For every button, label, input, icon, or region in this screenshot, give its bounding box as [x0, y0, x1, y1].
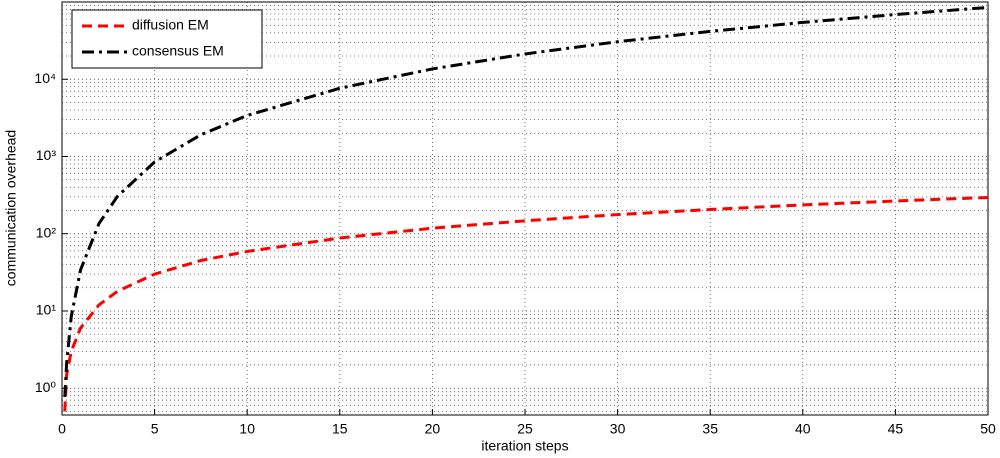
- x-tick-label: 40: [795, 421, 811, 437]
- x-axis-label: iteration steps: [481, 438, 568, 454]
- x-tick-label: 10: [239, 421, 255, 437]
- x-tick-label: 5: [151, 421, 159, 437]
- plot-frame: [61, 1, 989, 416]
- series-line: [63, 195, 988, 412]
- x-tick-label: 15: [332, 421, 348, 437]
- y-axis-label: communication overhead: [3, 130, 19, 286]
- legend-box: [71, 9, 263, 69]
- y-tick-label: 10³: [36, 147, 57, 163]
- y-tick-label: 10⁰: [35, 379, 57, 395]
- x-tick-label: 20: [425, 421, 441, 437]
- x-tick-label: 0: [58, 421, 66, 437]
- legend-label: consensus EM: [132, 43, 224, 59]
- x-tick-label: 25: [517, 421, 533, 437]
- x-tick-label: 35: [702, 421, 718, 437]
- y-tick-label: 10¹: [36, 302, 57, 318]
- y-tick-label: 10²: [36, 224, 57, 240]
- y-tick-label: 10⁴: [34, 70, 56, 86]
- legend-label: diffusion EM: [132, 17, 209, 33]
- x-tick-label: 45: [888, 421, 904, 437]
- x-tick-label: 30: [610, 421, 626, 437]
- series-line: [63, 5, 988, 398]
- x-tick-label: 50: [980, 421, 996, 437]
